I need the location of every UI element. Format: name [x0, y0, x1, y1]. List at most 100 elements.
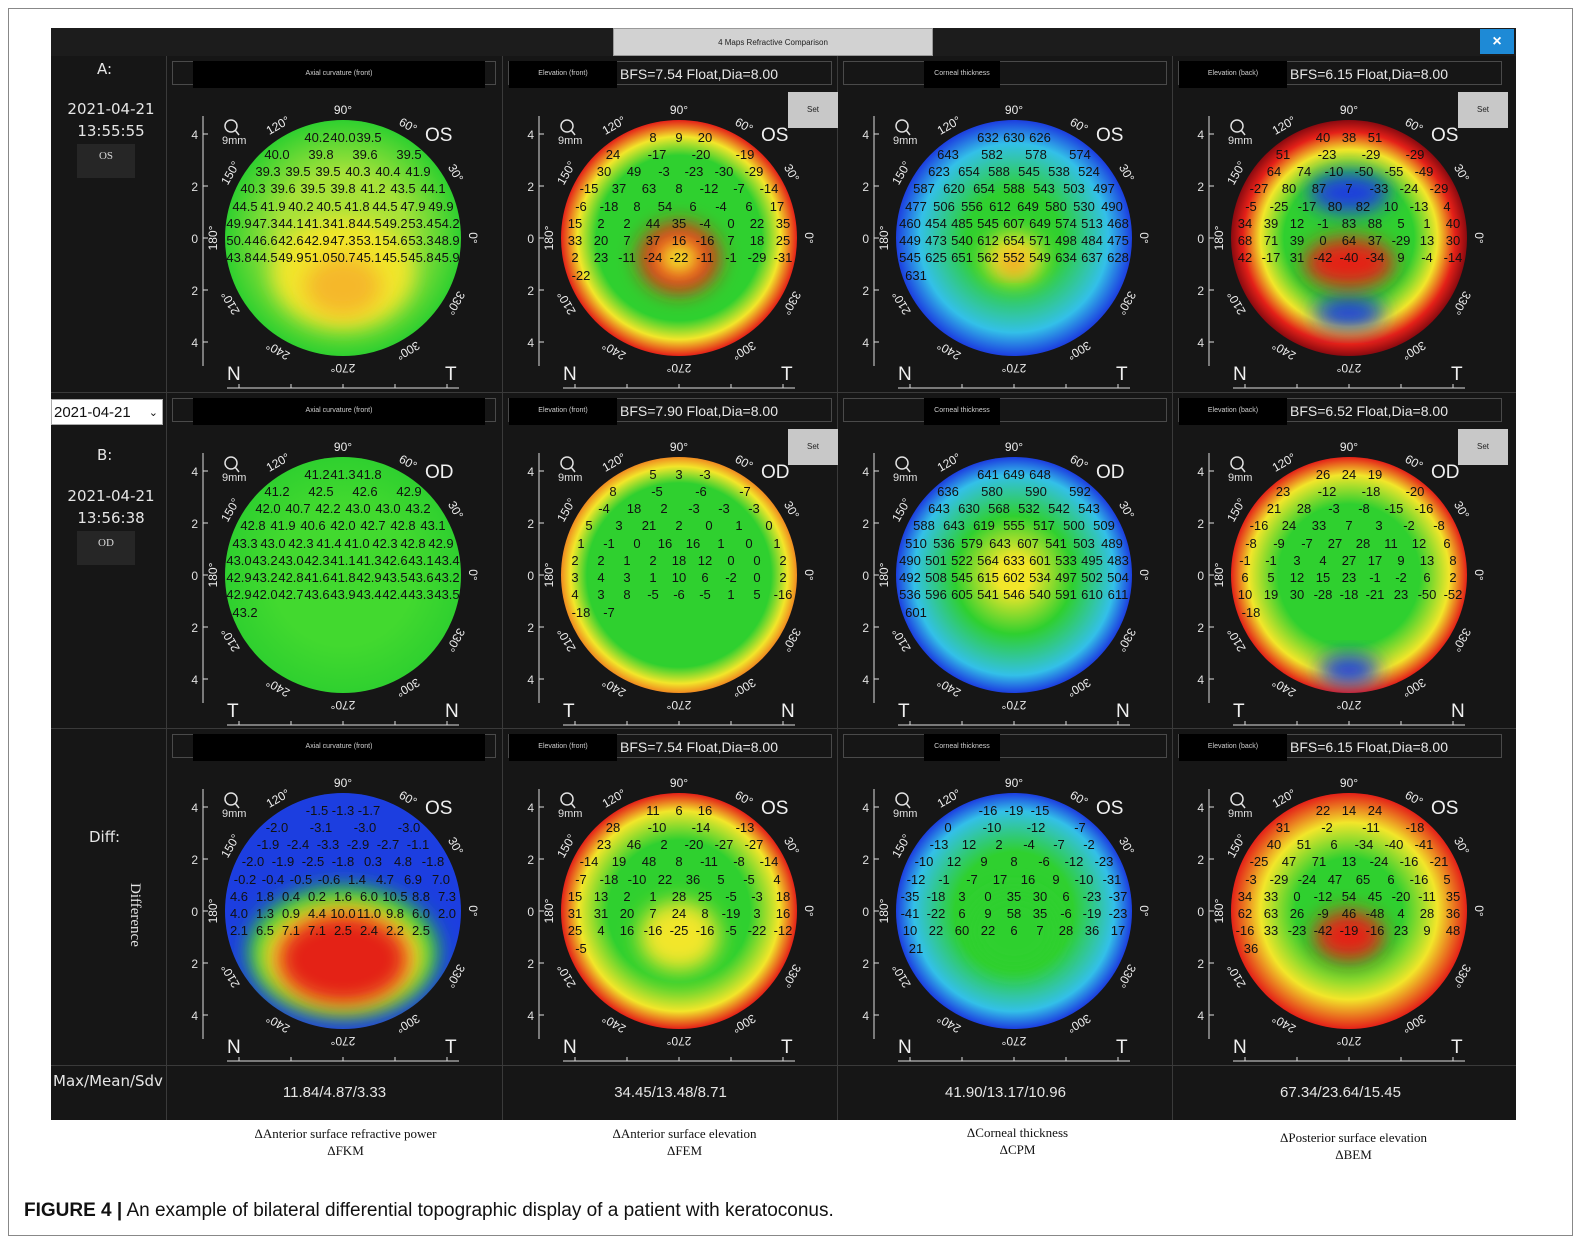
map-value: 506	[933, 199, 955, 214]
map-value: -3	[688, 501, 700, 516]
y-tick-label: 2	[1197, 180, 1204, 194]
map-value: 654	[1003, 233, 1025, 248]
map-value: 571	[1029, 233, 1051, 248]
y-tick-label: 4	[527, 128, 534, 142]
map-value: 47.9	[400, 199, 425, 214]
map-value: 24	[1368, 803, 1382, 818]
map-value: 6.5	[256, 923, 274, 938]
y-tick-label: 4	[1197, 465, 1204, 479]
map-value: -11	[1418, 889, 1436, 904]
map-value: 500	[1063, 518, 1085, 533]
map-value: -8	[1245, 536, 1257, 551]
map-value: 45.5	[382, 250, 407, 265]
map-value: -1	[938, 872, 950, 887]
map-value: 0	[753, 553, 760, 568]
map-value: 41.6	[304, 570, 329, 585]
zoom-icon	[1230, 456, 1246, 473]
map-value: -7	[733, 181, 745, 196]
angle-label: 30°	[1116, 162, 1137, 185]
angle-label-bottom: 270°	[330, 698, 355, 712]
map-value: 30	[597, 164, 611, 179]
map-value: 0	[745, 536, 752, 551]
angle-label: 60°	[1403, 115, 1426, 136]
map-value: -29	[1392, 233, 1411, 248]
map-value: 35	[776, 216, 790, 231]
map-value: 7.3	[438, 889, 456, 904]
map-value: 44.5	[372, 199, 397, 214]
map-value: -3	[1328, 501, 1340, 516]
angle-label: 60°	[397, 788, 420, 809]
caption-fem-line2: ΔFEM	[666, 1143, 703, 1158]
angle-label: 180°	[1212, 225, 1226, 250]
map-value: -5	[575, 941, 587, 956]
map-value: 6	[701, 570, 708, 585]
angle-label: 30°	[1116, 835, 1137, 858]
map-value: 2	[995, 837, 1002, 852]
set-button[interactable]: Set	[788, 92, 838, 128]
map-value: 538	[1048, 164, 1070, 179]
angle-label: 0°	[466, 569, 480, 581]
angle-label: 60°	[733, 452, 756, 473]
angle-label: 30°	[445, 835, 466, 858]
map-value: -3	[718, 501, 730, 516]
close-button[interactable]: ×	[1480, 29, 1514, 54]
map-value: 41.0	[344, 536, 369, 551]
map-value: 7	[1345, 181, 1352, 196]
map-value: 7	[623, 233, 630, 248]
map-value: 42.9	[226, 570, 251, 585]
map-value: 449	[899, 233, 921, 248]
angle-label: 30°	[1116, 499, 1137, 522]
date-select[interactable]: 2021-04-21 ⌄	[51, 399, 163, 425]
angle-label-top: 90°	[1340, 440, 1358, 454]
angle-label: 30°	[781, 499, 802, 522]
map-value: 545	[977, 216, 999, 231]
map-value: 546	[1003, 587, 1025, 602]
angle-label-top: 90°	[1005, 103, 1023, 117]
map-value: -3.0	[398, 820, 420, 835]
map-value: 49.9	[226, 216, 251, 231]
side-label-left: N	[898, 364, 912, 385]
map-value: 0	[944, 820, 951, 835]
map-value: 46.6	[252, 233, 277, 248]
y-tick-label: 2	[527, 517, 534, 531]
map-value: 21	[1267, 501, 1281, 516]
map-value: -7	[603, 605, 615, 620]
map-value: -5	[1245, 199, 1257, 214]
map-value: -18	[572, 605, 591, 620]
map-value: 6	[675, 803, 682, 818]
map-value: 49.9	[428, 199, 453, 214]
map-value: 41.9	[260, 199, 285, 214]
map-value: -2.4	[287, 837, 309, 852]
map-value: 41.3	[330, 467, 355, 482]
map-value: 1	[773, 536, 780, 551]
map-value: 44.1	[278, 216, 303, 231]
set-button[interactable]: Set	[788, 429, 838, 465]
map-value: -19	[722, 906, 741, 921]
y-tick-label: 2	[862, 853, 869, 867]
eye-label: OS	[425, 798, 452, 819]
map-value: 497	[1055, 570, 1077, 585]
topography-map: 4422002244120°60°150°30°180°0°210°330°24…	[191, 103, 480, 389]
map-value: 23	[1394, 923, 1408, 938]
map-value: -24	[1298, 872, 1317, 887]
y-tick-label: 0	[862, 569, 869, 583]
color-blob	[657, 240, 701, 276]
map-value: 16	[658, 536, 672, 551]
map-value: 28	[1059, 923, 1073, 938]
map-value: -12	[774, 923, 793, 938]
map-value: 623	[928, 164, 950, 179]
map-value: -16	[696, 923, 715, 938]
map-value: -23	[1083, 889, 1102, 904]
map-value: 13	[1420, 233, 1434, 248]
set-button[interactable]: Set	[1458, 92, 1508, 128]
figure-caption-label: FIGURE 4 |	[24, 1200, 123, 1221]
map-value: 42.0	[252, 587, 277, 602]
map-value: -3	[658, 164, 670, 179]
map-value: 2	[571, 250, 578, 265]
map-value: -16	[1415, 501, 1434, 516]
map-value: 31	[594, 906, 608, 921]
map-size-label: 9mm	[222, 808, 246, 820]
set-button[interactable]: Set	[1458, 429, 1508, 465]
map-value: 43.3	[408, 587, 433, 602]
map-value: -16	[644, 923, 663, 938]
